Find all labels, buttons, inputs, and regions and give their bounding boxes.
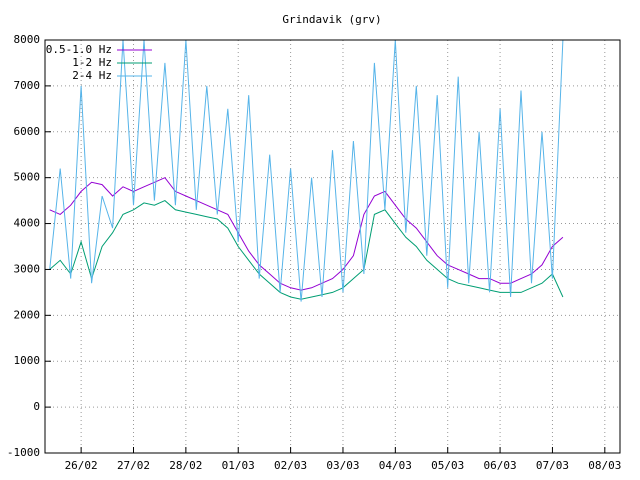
x-tick-label: 04/03 xyxy=(379,459,412,472)
x-tick-label: 28/02 xyxy=(169,459,202,472)
x-tick-label: 06/03 xyxy=(484,459,517,472)
plot-area xyxy=(49,40,564,302)
x-tick-label: 27/02 xyxy=(117,459,150,472)
y-tick-label: 7000 xyxy=(14,79,41,92)
x-tick-label: 03/03 xyxy=(326,459,359,472)
y-tick-label: 8000 xyxy=(14,33,41,46)
x-tick-label: 01/03 xyxy=(222,459,255,472)
y-tick-label: 4000 xyxy=(14,217,41,230)
y-tick-label: 5000 xyxy=(14,171,41,184)
x-tick-label: 07/03 xyxy=(536,459,569,472)
y-tick-label: -1000 xyxy=(7,446,40,459)
x-tick-label: 02/03 xyxy=(274,459,307,472)
plot-frame xyxy=(44,39,621,454)
y-tick-label: 1000 xyxy=(14,354,41,367)
legend-label: 1-2 Hz xyxy=(72,56,112,69)
x-tick-label: 26/02 xyxy=(65,459,98,472)
x-tick-label: 08/03 xyxy=(588,459,621,472)
series-line xyxy=(49,177,564,291)
y-tick-label: 0 xyxy=(33,400,40,413)
legend-label: 2-4 Hz xyxy=(72,69,112,82)
y-tick-label: 2000 xyxy=(14,308,41,321)
series-line xyxy=(49,200,564,300)
legend-label: 0.5-1.0 Hz xyxy=(46,43,112,56)
x-tick-label: 05/03 xyxy=(431,459,464,472)
series-line xyxy=(49,40,564,302)
y-tick-label: 6000 xyxy=(14,125,41,138)
y-tick-label: 3000 xyxy=(14,262,41,275)
chart-title: Grindavik (grv) xyxy=(282,13,381,26)
